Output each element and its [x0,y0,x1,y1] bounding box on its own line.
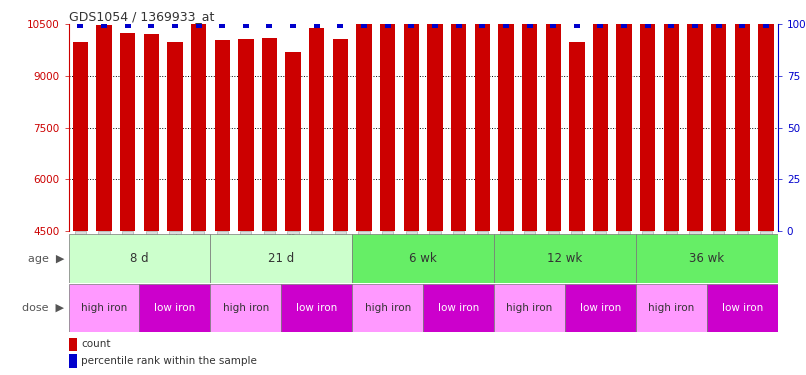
Bar [262,39,277,231]
Bar [617,18,632,231]
Point [688,22,701,28]
Bar [143,34,159,231]
Text: low iron: low iron [154,303,196,313]
Bar [281,284,352,332]
Bar [404,0,419,231]
Point [452,22,465,28]
Text: dose  ▶: dose ▶ [23,303,64,313]
Bar [494,284,565,332]
Point [216,22,229,28]
Bar [380,16,396,231]
Point [405,22,418,28]
Bar [640,0,655,231]
Point [145,22,158,28]
Bar [663,0,679,231]
Bar [69,354,77,368]
Point [500,22,513,28]
Point [358,22,371,28]
Text: count: count [81,339,110,349]
Bar [356,0,372,231]
Text: low iron: low iron [438,303,480,313]
Bar [707,284,778,332]
Bar [238,39,254,231]
Bar [69,284,139,332]
Text: high iron: high iron [648,303,695,313]
Point [429,22,442,28]
Bar [475,0,490,231]
Bar [210,234,352,283]
Point [381,22,394,28]
Bar [688,0,703,231]
Bar [569,42,584,231]
Point [736,22,749,28]
Point [594,22,607,28]
Text: high iron: high iron [364,303,411,313]
Bar [423,284,494,332]
Bar [96,25,112,231]
Bar [427,0,442,231]
Bar [139,284,210,332]
Point [168,22,181,28]
Text: high iron: high iron [222,303,269,313]
Bar [592,18,609,231]
Bar [494,234,636,283]
Bar [309,28,325,231]
Point [239,22,252,28]
Bar [191,24,206,231]
Bar [352,234,494,283]
Point [617,22,630,28]
Bar [636,284,707,332]
Bar [451,0,467,231]
Bar [333,39,348,231]
Bar [214,39,230,231]
Bar [711,6,726,231]
Text: low iron: low iron [580,303,621,313]
Bar [734,0,750,231]
Point [334,22,347,28]
Bar [521,0,538,231]
Point [121,22,134,28]
Text: GDS1054 / 1369933_at: GDS1054 / 1369933_at [69,10,214,23]
Point [642,22,654,28]
Text: age  ▶: age ▶ [28,254,64,264]
Text: 12 wk: 12 wk [547,252,583,265]
Bar [285,52,301,231]
Text: 21 d: 21 d [268,252,294,265]
Point [759,22,772,28]
Bar [73,42,88,231]
Bar [120,33,135,231]
Bar [546,18,561,231]
Bar [210,284,281,332]
Bar [352,284,423,332]
Text: 6 wk: 6 wk [409,252,437,265]
Point [713,22,725,28]
Bar [69,234,210,283]
Text: percentile rank within the sample: percentile rank within the sample [81,356,257,366]
Text: low iron: low iron [296,303,338,313]
Text: 36 wk: 36 wk [689,252,725,265]
Point [74,22,87,28]
Text: high iron: high iron [506,303,553,313]
Point [665,22,678,28]
Bar [758,0,774,231]
Text: high iron: high iron [81,303,127,313]
Point [546,22,559,28]
Bar [69,338,77,351]
Point [263,22,276,28]
Point [476,22,488,28]
Bar [636,234,778,283]
Point [98,22,110,28]
Bar [167,42,183,231]
Point [523,22,536,28]
Bar [498,0,513,231]
Point [571,22,584,28]
Bar [565,284,636,332]
Point [287,22,300,28]
Text: 8 d: 8 d [130,252,149,265]
Point [192,22,205,28]
Text: low iron: low iron [721,303,763,313]
Point [310,22,323,28]
